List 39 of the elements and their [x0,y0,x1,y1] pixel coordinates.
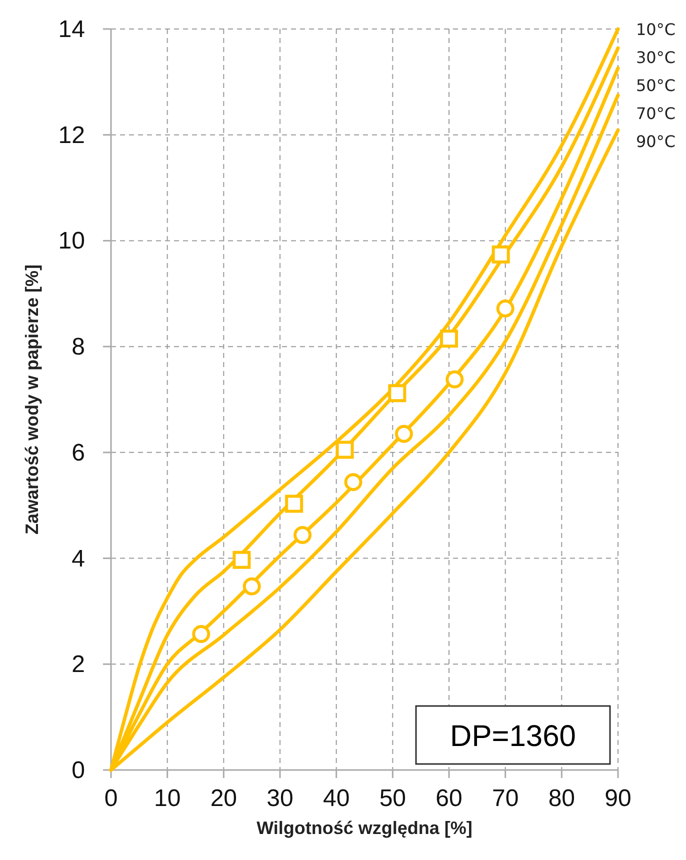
annotation: DP=1360 [450,720,576,753]
x-tick-label: 60 [436,785,462,812]
x-tick-label: 10 [154,785,181,812]
y-tick-label: 0 [72,757,85,784]
series-label: 90°C [636,132,676,151]
series-label: 30°C [636,48,676,67]
y-tick-label: 14 [58,16,85,43]
x-axis-title: Wilgotność względna [%] [256,818,472,838]
x-tick-label: 0 [104,785,118,812]
point [232,550,251,569]
y-tick-label: 12 [58,122,85,149]
point [336,440,354,459]
x-tick-label: 80 [548,785,576,812]
point [242,577,261,596]
point [294,526,312,544]
y-tick-label: 10 [58,228,85,255]
y-tick-label: 4 [72,545,85,572]
y-tick-label: 2 [72,651,85,678]
point [192,624,210,643]
point [492,245,510,264]
series-label: 10°C [636,20,676,39]
point [446,370,464,388]
series-label: 50°C [636,76,676,95]
x-tick-label: 50 [379,785,406,812]
series-label: 70°C [636,104,676,123]
point [394,424,413,443]
point [344,473,362,492]
point [388,384,406,402]
x-tick-label: 20 [210,785,238,812]
point [285,494,304,513]
x-tick-label: 90 [604,785,632,812]
point [440,330,458,348]
x-tick-label: 30 [266,785,294,812]
x-tick-label: 70 [492,785,519,812]
x-tick-label: 40 [322,785,350,812]
point [496,299,514,318]
y-tick-label: 8 [72,334,85,361]
y-axis-title: Zawartość wody w papierze [%] [22,264,42,535]
y-tick-label: 6 [72,439,85,466]
